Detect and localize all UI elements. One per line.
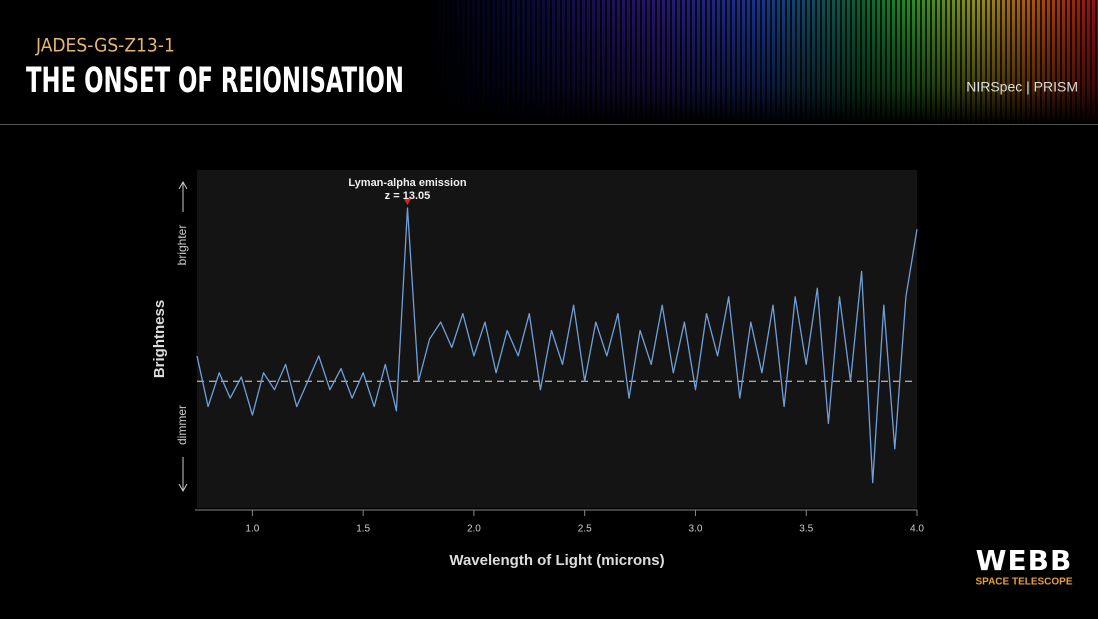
x-tick-label: 3.0 [689,524,703,535]
annotation-marker [403,198,412,206]
spectrum-line [196,207,918,484]
x-tick-label: 1.0 [245,524,259,535]
arrow [178,457,188,493]
annotation-text: z = 13.05 [385,190,431,202]
x-tick-label: 2.5 [578,524,592,535]
title: THE ONSET OF REIONISATION [26,61,404,101]
x-tick-label: 3.5 [799,524,813,535]
logo-name: WEBB [976,544,1073,577]
arrow [178,180,188,212]
x-tick-label: 1.5 [356,524,370,535]
subtitle: JADES-GS-Z13-1 [35,35,175,57]
x-tick-label: 4.0 [910,524,924,535]
y-high-label: brighter [175,225,189,266]
spectrum-banner [420,0,1098,124]
instrument: NIRSpec | PRISM [966,79,1078,95]
annotation-text: Lyman-alpha emission [348,177,466,189]
x-tick-label: 2.0 [467,524,481,535]
x-axis-label: Wavelength of Light (microns) [449,552,664,569]
plot-area [197,170,917,508]
divider [0,124,1098,125]
y-low-label: dimmer [175,405,189,445]
logo-tagline: SPACE TELESCOPE [975,577,1072,588]
y-axis-label: Brightness [151,300,168,378]
